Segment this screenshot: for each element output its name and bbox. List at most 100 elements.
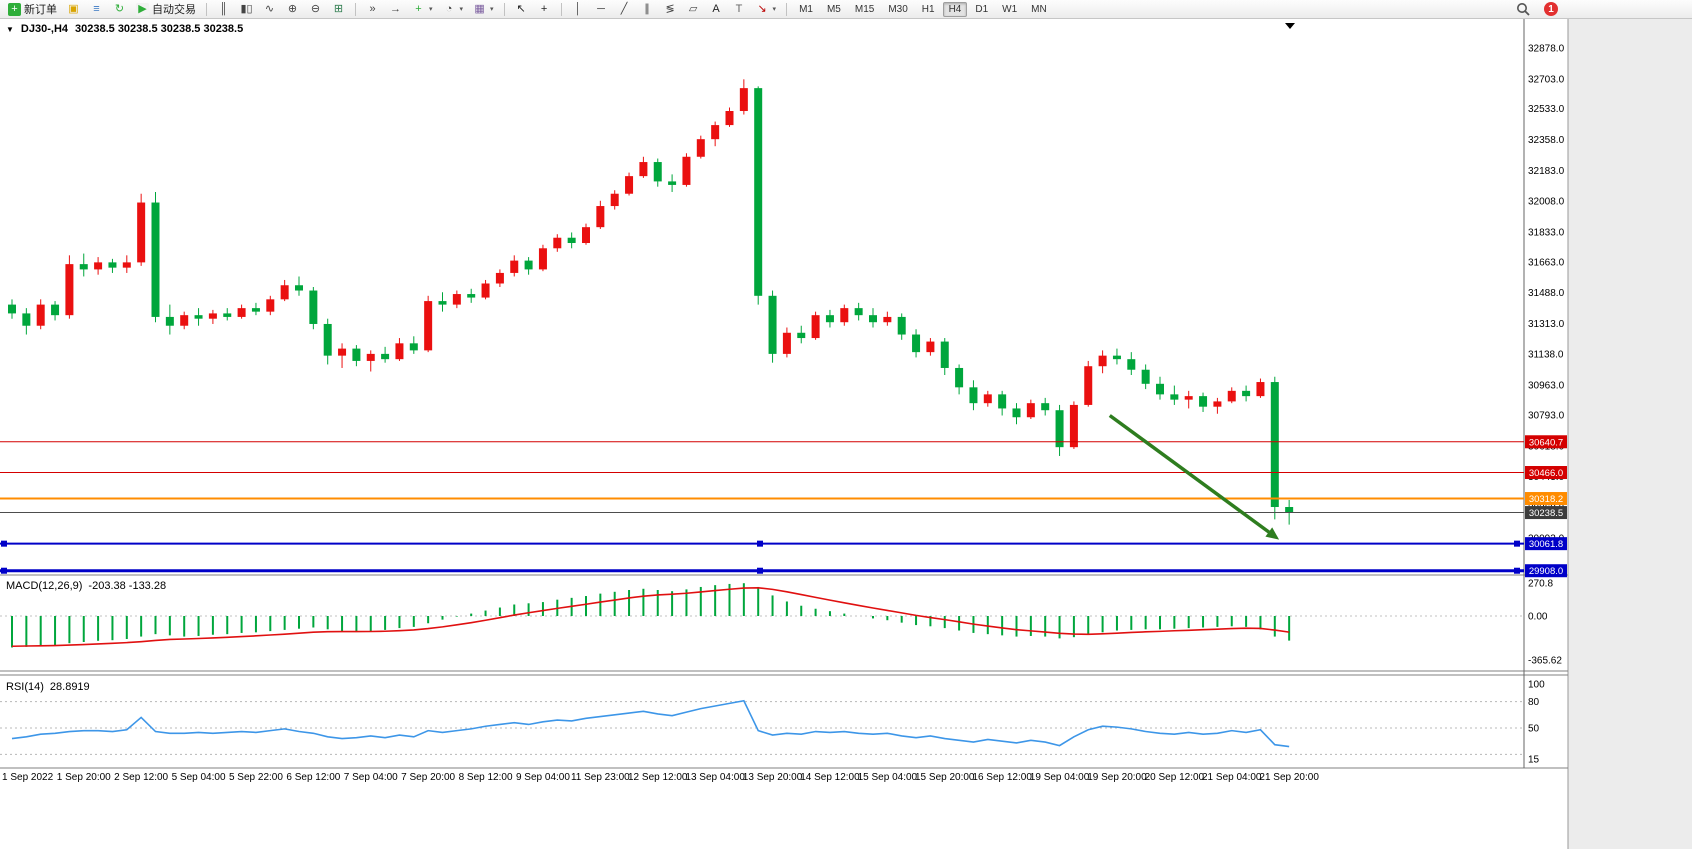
svg-text:30318.2: 30318.2 — [1529, 494, 1563, 505]
trendline-icon[interactable]: ╱ — [614, 0, 635, 18]
chart-shift-icon[interactable]: → — [385, 0, 406, 18]
svg-text:5 Sep 04:00: 5 Sep 04:00 — [172, 772, 226, 783]
chart-profiles-icon[interactable]: ▣ — [63, 0, 84, 18]
timeframe-mn[interactable]: MN — [1031, 3, 1047, 15]
new-order-button-label: 新订单 — [24, 4, 57, 16]
svg-text:50: 50 — [1528, 724, 1540, 735]
zoom-out-icon[interactable]: ⊖ — [305, 0, 326, 18]
svg-text:30793.0: 30793.0 — [1528, 410, 1565, 421]
auto-scroll-icon[interactable]: » — [362, 0, 383, 18]
indicators-glyph: + — [415, 2, 422, 15]
svg-text:100: 100 — [1528, 680, 1545, 691]
chart-shift-marker[interactable] — [1285, 23, 1295, 29]
timeframe-w1[interactable]: W1 — [1002, 3, 1018, 15]
fibonacci-icon[interactable]: ≶ — [660, 0, 681, 18]
periods-glyph: ◔ — [445, 2, 453, 15]
line-chart-icon[interactable]: ∿ — [259, 0, 280, 18]
search-icon[interactable] — [1512, 0, 1534, 18]
timeframe-m15[interactable]: M15 — [854, 3, 875, 15]
svg-text:8 Sep 12:00: 8 Sep 12:00 — [459, 772, 513, 783]
svg-text:1 Sep 2022: 1 Sep 2022 — [2, 772, 54, 783]
svg-text:16 Sep 12:00: 16 Sep 12:00 — [972, 772, 1032, 783]
time-axis-labels: 1 Sep 2022 1 Sep 20:00 2 Sep 12:00 5 Sep 04… — [2, 772, 1319, 783]
svg-text:15: 15 — [1528, 754, 1540, 765]
price-badge-30640.7: 30640.7 — [1525, 435, 1567, 449]
tile-windows-icon[interactable]: ⊞ — [328, 0, 349, 18]
trend-arrow[interactable] — [1108, 414, 1280, 540]
arrows-button[interactable]: ↘ ▾ — [752, 0, 781, 18]
macd-axis-ticks: 270.8 0.00 -365.62 — [1528, 579, 1562, 667]
svg-text:30963.0: 30963.0 — [1528, 381, 1565, 392]
timeframe-h4[interactable]: H4 — [942, 1, 968, 17]
svg-text:19 Sep 20:00: 19 Sep 20:00 — [1087, 772, 1147, 783]
main-toolbar: + 新订单 ▣ ≡ ↻ ▶ 自动交易 ║ ▮▯ ∿ ⊕ ⊖ ⊞» → + ▾ ◔ ▾ ▦ ▾ ↖ + │ ─ ╱ ∥ ≶ ▱ A T ↘ ▾ M… — [0, 0, 1692, 19]
macd-histogram — [11, 583, 1291, 648]
crosshair-icon-glyph: + — [540, 2, 548, 15]
hline-handle[interactable] — [1514, 540, 1520, 547]
chart-window: 32878.0 32703.0 32533.0 32358.0 32183.0 32008… — [0, 19, 1692, 849]
svg-text:30640.7: 30640.7 — [1529, 437, 1563, 448]
timeframe-m30[interactable]: M30 — [888, 3, 908, 15]
autotrading-button[interactable]: ▶ 自动交易 — [132, 0, 200, 18]
candlestick-chart-icon[interactable]: ▮▯ — [236, 0, 257, 18]
svg-text:31833.0: 31833.0 — [1528, 227, 1565, 238]
svg-text:31138.0: 31138.0 — [1528, 350, 1564, 361]
hline-handle[interactable] — [757, 567, 763, 574]
channel-icon-glyph: ∥ — [644, 2, 650, 15]
periods-button[interactable]: ◔ ▾ — [439, 0, 468, 18]
macd-name: MACD(12,26,9) — [6, 580, 83, 592]
autotrading-glyph: ▶ — [136, 2, 149, 16]
hline-handle[interactable] — [1514, 567, 1520, 574]
text-label-icon[interactable]: T — [729, 0, 750, 18]
toolbar-separator — [560, 2, 562, 16]
svg-text:7 Sep 04:00: 7 Sep 04:00 — [344, 772, 398, 783]
price-badge-30466.0: 30466.0 — [1525, 466, 1567, 480]
toolbar-separator — [206, 2, 207, 16]
vertical-line-icon[interactable]: │ — [568, 0, 589, 18]
templates-button[interactable]: ▦ ▾ — [469, 0, 498, 18]
indicators-button[interactable]: + ▾ — [408, 0, 437, 18]
hline-handle[interactable] — [1, 540, 7, 547]
timeframe-d1[interactable]: D1 — [975, 3, 989, 15]
timeframe-m5[interactable]: M5 — [826, 3, 841, 15]
channel-icon[interactable]: ∥ — [637, 0, 658, 18]
chart-symbol-period: DJ30-,H4 — [20, 23, 68, 35]
market-watch-icon[interactable]: ≡ — [86, 0, 107, 18]
chart-profiles-icon-glyph: ▣ — [68, 2, 79, 15]
rsi-line — [11, 699, 1290, 748]
text-icon[interactable]: A — [706, 0, 727, 18]
timeframe-h1[interactable]: H1 — [921, 3, 935, 15]
price-badge-30061.8: 30061.8 — [1525, 537, 1567, 551]
price-badge-30318.2: 30318.2 — [1525, 492, 1567, 506]
auto-scroll-icon-glyph: » — [369, 2, 376, 15]
chart-canvas[interactable]: 32878.0 32703.0 32533.0 32358.0 32183.0 32008… — [0, 19, 1692, 849]
cursor-icon[interactable]: ↖ — [511, 0, 532, 18]
svg-text:2 Sep 12:00: 2 Sep 12:00 — [114, 772, 168, 783]
horizontal-line-icon[interactable]: ─ — [591, 0, 612, 18]
market-watch-icon-glyph: ≡ — [93, 2, 100, 15]
macd-indicator-label: MACD(12,26,9) -203.38 -133.28 — [6, 580, 166, 592]
hline-handle[interactable] — [757, 540, 763, 547]
bar-chart-icon[interactable]: ║ — [213, 0, 234, 18]
new-order-glyph: + — [8, 2, 21, 16]
hline-handle[interactable] — [1, 567, 7, 574]
shapes-icon[interactable]: ▱ — [683, 0, 704, 18]
svg-text:15 Sep 04:00: 15 Sep 04:00 — [858, 772, 918, 783]
chart-surface[interactable] — [0, 19, 1524, 575]
svg-text:31663.0: 31663.0 — [1528, 257, 1565, 268]
zoom-in-icon[interactable]: ⊕ — [282, 0, 303, 18]
notifications-badge[interactable]: 1 — [1544, 2, 1558, 16]
svg-text:32008.0: 32008.0 — [1528, 197, 1565, 208]
timeframe-m1[interactable]: M1 — [799, 3, 813, 15]
collapse-chart-icon[interactable]: ▼ — [6, 24, 14, 34]
autotrading-button-label: 自动交易 — [152, 4, 196, 16]
new-order-button[interactable]: + 新订单 — [4, 0, 61, 18]
refresh-icon[interactable]: ↻ — [109, 0, 130, 18]
crosshair-icon[interactable]: + — [534, 0, 555, 18]
svg-text:13 Sep 20:00: 13 Sep 20:00 — [743, 772, 803, 783]
toolbar-separator — [786, 2, 788, 16]
svg-text:31313.0: 31313.0 — [1528, 319, 1565, 330]
line-chart-icon-glyph: ∿ — [264, 2, 275, 15]
text-icon-glyph: A — [712, 2, 720, 15]
